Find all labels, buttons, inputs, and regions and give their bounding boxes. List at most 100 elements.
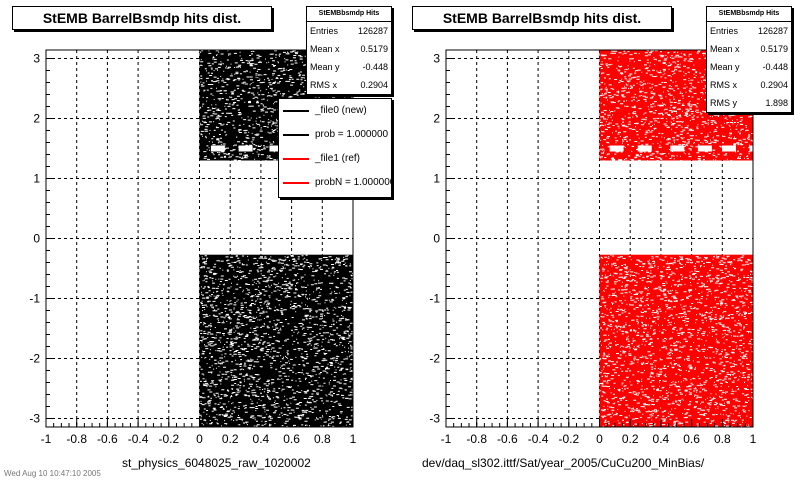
right-x-tick-label: 1 <box>750 432 757 446</box>
left-x-tick-label: -0.8 <box>66 432 87 446</box>
left-y-tick-label: -2 <box>29 352 40 366</box>
right-x-axis-title: dev/daq_sl302.ittf/Sat/year_2005/CuCu200… <box>422 456 705 470</box>
left-stats-value: 0.5179 <box>360 44 388 54</box>
left-hit-texture-0 <box>199 50 356 162</box>
right-stats-value: 1.898 <box>765 98 788 108</box>
legend-label: _file0 (new) <box>315 105 367 116</box>
right-stats-label: Mean y <box>710 62 740 72</box>
left-hit-gap <box>210 145 225 152</box>
left-legend: _file0 (new) prob = 1.000000 _file1 (ref… <box>278 98 392 198</box>
right-y-tick-label: -2 <box>429 352 440 366</box>
left-x-tick-label: -0.6 <box>97 432 118 446</box>
left-stats-box: StEMBbsmdp Hits Entries 126287 Mean x 0.51… <box>306 6 392 95</box>
right-yticks: -3 -2 -1 0 1 2 3 <box>429 51 455 426</box>
left-stats-row: Mean y -0.448 <box>307 58 391 76</box>
left-x-tick-label: 0.8 <box>314 432 331 446</box>
right-x-tick-label: -1 <box>441 432 452 446</box>
right-stats-value: 0.2904 <box>760 80 788 90</box>
right-hit-gap <box>697 145 712 152</box>
right-x-tick-label: 0.6 <box>683 432 700 446</box>
left-histogram-panel: -1 -0.8 -0.6 -0.4 -0.2 0 0.2 0.4 0.6 0.8 1 -3 -2 -1 0… <box>4 6 392 478</box>
right-stats-value: 126287 <box>757 26 788 36</box>
left-stats-label: Mean y <box>310 62 340 72</box>
left-y-tick-label: 0 <box>33 232 40 246</box>
timestamp-footnote: Wed Aug 10 10:47:10 2005 <box>4 469 101 478</box>
right-stats-row: Mean x 0.5179 <box>707 40 791 58</box>
left-chart-title: StEMB BarrelBsmdp hits dist. <box>12 6 272 30</box>
right-stats-row: Entries 126287 <box>707 22 791 40</box>
right-stats-value: -0.448 <box>762 62 788 72</box>
right-y-tick-label: 0 <box>433 232 440 246</box>
left-x-tick-label: 0.2 <box>222 432 239 446</box>
right-x-tick-label: 0.8 <box>714 432 731 446</box>
left-stats-header: StEMBbsmdp Hits <box>307 7 391 22</box>
right-stats-label: Entries <box>710 26 739 36</box>
left-hit-texture-1 <box>199 254 356 428</box>
right-stats-header: StEMBbsmdp Hits <box>707 7 791 22</box>
left-stats-label: Entries <box>310 26 339 36</box>
left-y-tick-label: -1 <box>29 292 40 306</box>
right-hit-gap <box>749 145 764 152</box>
left-x-tick-label: 1 <box>350 432 357 446</box>
right-y-tick-label: -1 <box>429 292 440 306</box>
right-x-tick-label: 0.4 <box>653 432 670 446</box>
left-xticks: -1 -0.8 -0.6 -0.4 -0.2 0 0.2 0.4 0.6 0.8 1 <box>41 419 357 446</box>
right-x-tick-label: -0.8 <box>466 432 487 446</box>
left-y-tick-label: 3 <box>33 51 40 65</box>
left-stats-row: Mean x 0.5179 <box>307 40 391 58</box>
left-stats-value: 126287 <box>357 26 388 36</box>
legend-swatch <box>283 158 309 160</box>
right-stats-label: Mean x <box>710 44 740 54</box>
right-x-tick-label: -0.2 <box>558 432 579 446</box>
right-hit-gap <box>670 145 685 152</box>
right-x-tick-label: 0.2 <box>622 432 639 446</box>
legend-swatch <box>283 110 309 112</box>
legend-entry: _file0 (new) <box>279 99 391 123</box>
right-y-tick-label: -3 <box>429 412 440 426</box>
right-y-tick-label: 1 <box>433 171 440 185</box>
legend-entry: _file1 (ref) <box>279 147 391 171</box>
right-stats-box: StEMBbsmdp Hits Entries 126287 Mean x 0.51… <box>706 6 792 113</box>
left-y-tick-label: 2 <box>33 111 40 125</box>
right-hit-gap <box>721 145 736 152</box>
left-stats-row: RMS x 0.2904 <box>307 76 391 94</box>
left-y-tick-label: -3 <box>29 412 40 426</box>
right-x-tick-label: 0 <box>596 432 603 446</box>
right-histogram-panel: -1 -0.8 -0.6 -0.4 -0.2 0 0.2 0.4 0.6 0.8 1 -3 -2 -1 0… <box>400 0 800 480</box>
left-stats-row: Entries 126287 <box>307 22 391 40</box>
legend-label: prob = 1.000000 <box>315 129 389 140</box>
left-x-axis-title: st_physics_6048025_raw_1020002 <box>122 456 311 470</box>
right-stats-value: 0.5179 <box>760 44 788 54</box>
legend-entry: prob = 1.000000 <box>279 123 391 147</box>
right-stats-row: Mean y -0.448 <box>707 58 791 76</box>
left-stats-label: RMS x <box>310 80 337 90</box>
left-stats-value: -0.448 <box>362 62 388 72</box>
right-hit-gap <box>609 145 624 152</box>
right-hit-region-1 <box>599 254 753 427</box>
left-yticks: -3 -2 -1 0 1 2 3 <box>29 51 55 426</box>
legend-label: probN = 1.000000 <box>315 177 392 188</box>
right-stats-label: RMS y <box>710 98 737 108</box>
left-x-tick-label: -1 <box>41 432 52 446</box>
legend-swatch <box>283 182 309 184</box>
right-stats-label: RMS x <box>710 80 737 90</box>
left-hit-gap <box>238 145 253 152</box>
left-x-tick-label: 0 <box>196 432 203 446</box>
right-xticks: -1 -0.8 -0.6 -0.4 -0.2 0 0.2 0.4 0.6 0.8 1 <box>441 419 757 446</box>
legend-entry: probN = 1.000000 <box>279 171 391 195</box>
left-hit-gap <box>269 145 284 152</box>
right-hit-gap <box>637 145 652 152</box>
right-x-tick-label: -0.4 <box>528 432 549 446</box>
left-x-tick-label: 0.4 <box>253 432 270 446</box>
left-x-tick-label: -0.2 <box>158 432 179 446</box>
right-chart-title: StEMB BarrelBsmdp hits dist. <box>412 6 672 30</box>
legend-swatch <box>283 134 309 136</box>
left-stats-value: 0.2904 <box>360 80 388 90</box>
left-x-tick-label: -0.4 <box>128 432 149 446</box>
left-x-tick-label: 0.6 <box>283 432 300 446</box>
left-stats-label: Mean x <box>310 44 340 54</box>
legend-label: _file1 (ref) <box>315 153 361 164</box>
right-y-tick-label: 2 <box>433 111 440 125</box>
right-x-tick-label: -0.6 <box>497 432 518 446</box>
left-y-tick-label: 1 <box>33 171 40 185</box>
